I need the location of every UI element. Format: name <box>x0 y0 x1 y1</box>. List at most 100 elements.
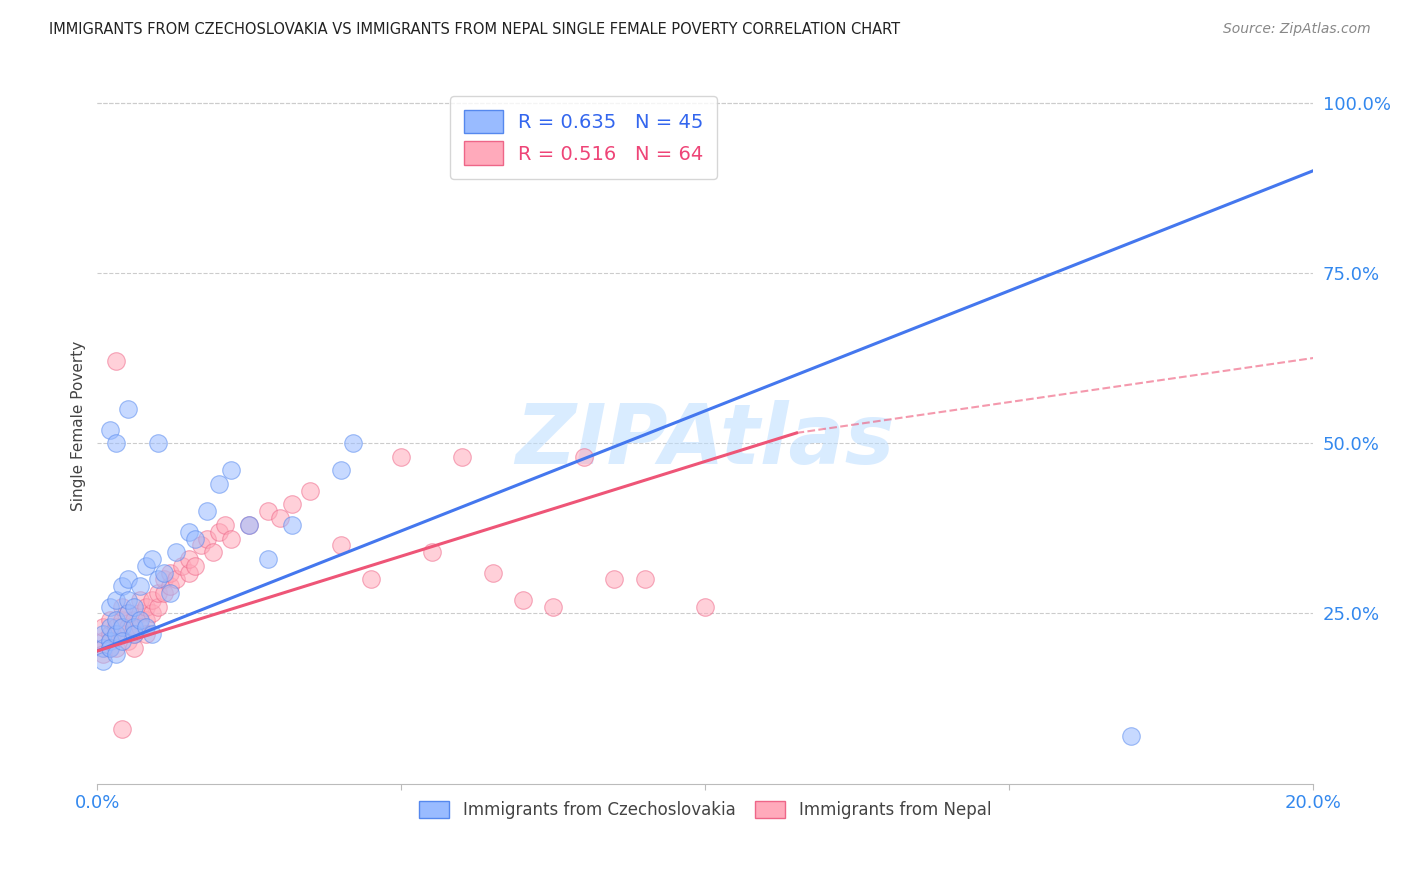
Point <box>238 517 260 532</box>
Point <box>165 573 187 587</box>
Point <box>165 545 187 559</box>
Point <box>281 517 304 532</box>
Point <box>256 552 278 566</box>
Point <box>117 573 139 587</box>
Point <box>543 599 565 614</box>
Point <box>111 579 134 593</box>
Point <box>299 483 322 498</box>
Point <box>104 640 127 655</box>
Point <box>98 620 121 634</box>
Point <box>129 592 152 607</box>
Point <box>98 423 121 437</box>
Point <box>104 627 127 641</box>
Point <box>141 592 163 607</box>
Point <box>141 552 163 566</box>
Point <box>146 599 169 614</box>
Point <box>572 450 595 464</box>
Point <box>104 592 127 607</box>
Point <box>159 586 181 600</box>
Point <box>214 517 236 532</box>
Legend: Immigrants from Czechoslovakia, Immigrants from Nepal: Immigrants from Czechoslovakia, Immigran… <box>413 794 998 825</box>
Point <box>329 463 352 477</box>
Point <box>98 633 121 648</box>
Point <box>1119 729 1142 743</box>
Point <box>98 640 121 655</box>
Point <box>104 648 127 662</box>
Point <box>93 648 115 662</box>
Point <box>117 592 139 607</box>
Point <box>633 573 655 587</box>
Point <box>104 613 127 627</box>
Point <box>389 450 412 464</box>
Point <box>195 532 218 546</box>
Y-axis label: Single Female Poverty: Single Female Poverty <box>72 341 86 511</box>
Point <box>172 558 194 573</box>
Point <box>190 538 212 552</box>
Point <box>329 538 352 552</box>
Point <box>117 633 139 648</box>
Point <box>111 599 134 614</box>
Point <box>122 627 145 641</box>
Point <box>135 599 157 614</box>
Point <box>104 627 127 641</box>
Point <box>98 633 121 648</box>
Point <box>135 627 157 641</box>
Point <box>93 620 115 634</box>
Point <box>98 640 121 655</box>
Point <box>141 607 163 621</box>
Point <box>603 573 626 587</box>
Point <box>451 450 474 464</box>
Point <box>256 504 278 518</box>
Point <box>111 633 134 648</box>
Point <box>153 566 176 580</box>
Point <box>111 723 134 737</box>
Point <box>183 532 205 546</box>
Point <box>135 620 157 634</box>
Point <box>177 524 200 539</box>
Point <box>481 566 503 580</box>
Point <box>208 524 231 539</box>
Point <box>159 566 181 580</box>
Point <box>117 402 139 417</box>
Point <box>219 463 242 477</box>
Text: IMMIGRANTS FROM CZECHOSLOVAKIA VS IMMIGRANTS FROM NEPAL SINGLE FEMALE POVERTY CO: IMMIGRANTS FROM CZECHOSLOVAKIA VS IMMIGR… <box>49 22 900 37</box>
Text: Source: ZipAtlas.com: Source: ZipAtlas.com <box>1223 22 1371 37</box>
Point <box>208 477 231 491</box>
Point <box>269 511 291 525</box>
Point <box>153 586 176 600</box>
Point <box>111 627 134 641</box>
Point <box>117 607 139 621</box>
Point <box>111 620 134 634</box>
Point <box>177 566 200 580</box>
Point <box>695 599 717 614</box>
Point <box>122 599 145 614</box>
Point <box>93 633 115 648</box>
Point <box>122 640 145 655</box>
Point <box>98 613 121 627</box>
Point <box>420 545 443 559</box>
Point <box>238 517 260 532</box>
Point <box>104 620 127 634</box>
Point <box>360 573 382 587</box>
Point <box>135 613 157 627</box>
Point <box>195 504 218 518</box>
Point <box>129 579 152 593</box>
Point <box>135 558 157 573</box>
Point <box>146 586 169 600</box>
Point <box>93 627 115 641</box>
Point <box>93 640 115 655</box>
Point <box>111 613 134 627</box>
Point <box>117 620 139 634</box>
Point <box>129 607 152 621</box>
Point <box>122 620 145 634</box>
Point <box>98 627 121 641</box>
Point <box>201 545 224 559</box>
Point <box>122 627 145 641</box>
Point <box>117 607 139 621</box>
Point <box>129 620 152 634</box>
Point <box>146 573 169 587</box>
Point <box>153 573 176 587</box>
Point <box>122 613 145 627</box>
Point <box>129 613 152 627</box>
Point <box>93 640 115 655</box>
